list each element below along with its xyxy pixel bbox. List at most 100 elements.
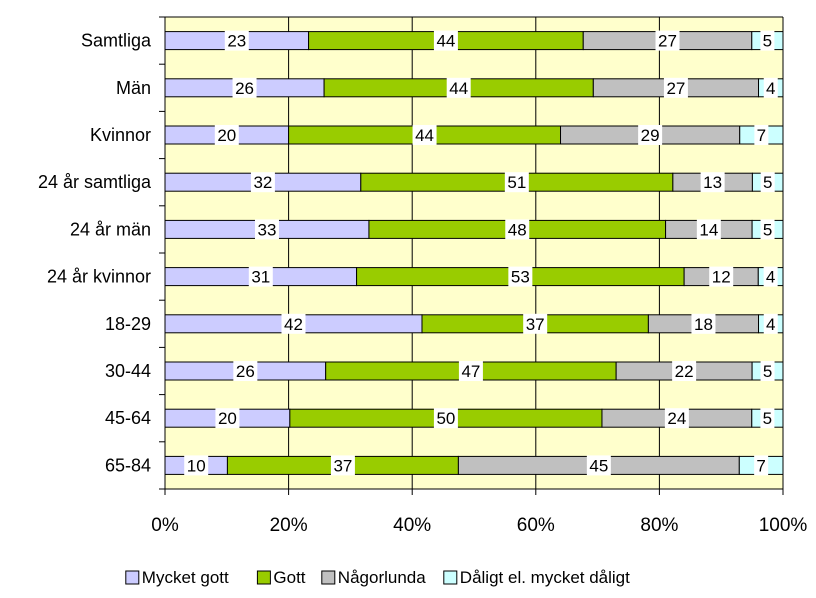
data-label: 45 xyxy=(589,456,608,475)
data-label-bg xyxy=(215,408,240,429)
data-label: 37 xyxy=(526,315,545,334)
data-label-bg xyxy=(224,30,249,51)
legend-label: Någorlunda xyxy=(338,568,426,587)
y-tick-label: 24 år samtliga xyxy=(38,172,152,192)
data-label: 20 xyxy=(217,126,236,145)
data-label-bg xyxy=(330,455,355,476)
x-tick-label: 20% xyxy=(270,515,308,536)
data-label-bg xyxy=(763,266,778,287)
data-label: 24 xyxy=(667,409,686,428)
data-label: 44 xyxy=(415,126,434,145)
data-label: 29 xyxy=(641,126,660,145)
data-label-bg xyxy=(664,408,689,429)
data-label: 27 xyxy=(666,79,685,98)
data-label: 50 xyxy=(436,409,455,428)
y-tick-label: 65-84 xyxy=(105,455,151,475)
data-label: 7 xyxy=(756,456,765,475)
data-label: 44 xyxy=(449,79,468,98)
data-label-bg xyxy=(586,455,611,476)
data-label: 33 xyxy=(258,220,277,239)
data-label: 23 xyxy=(227,32,246,51)
data-label-bg xyxy=(700,172,725,193)
x-tick-label: 0% xyxy=(151,515,179,536)
data-label-bg xyxy=(505,219,530,240)
x-tick-label: 60% xyxy=(517,515,555,536)
data-label-bg xyxy=(248,266,273,287)
x-axis: 0% 20% 40% 60% 80% 100% xyxy=(151,489,807,536)
x-tick-label: 100% xyxy=(759,515,808,536)
data-label-bg xyxy=(763,77,778,98)
legend-swatch xyxy=(443,570,458,585)
data-label: 13 xyxy=(703,173,722,192)
data-label-bg xyxy=(691,313,716,334)
data-label-bg xyxy=(233,361,258,381)
data-label: 44 xyxy=(436,32,455,51)
data-label: 5 xyxy=(763,173,772,192)
data-labels: 23 44 27 526 44 27 420 44 29 732 51 13 533 48 14 531 53 1… xyxy=(184,30,778,476)
data-label-bg xyxy=(663,77,688,98)
data-label: 10 xyxy=(187,456,206,475)
data-label-bg xyxy=(709,266,734,287)
data-label-bg xyxy=(754,125,769,145)
data-label: 31 xyxy=(251,268,270,287)
data-label-bg xyxy=(504,172,529,193)
legend-swatch xyxy=(256,570,271,585)
y-tick-label: 45-64 xyxy=(105,408,151,428)
legend-label: Gott xyxy=(273,568,305,587)
data-label: 47 xyxy=(461,362,480,381)
data-label-bg xyxy=(232,77,257,98)
x-tick-label: 40% xyxy=(393,515,431,536)
data-label: 18 xyxy=(694,315,713,334)
data-label: 14 xyxy=(699,220,718,239)
data-label: 48 xyxy=(508,220,527,239)
data-label: 4 xyxy=(766,79,775,98)
data-label-bg xyxy=(655,30,680,51)
data-label-bg xyxy=(458,361,483,381)
data-label: 7 xyxy=(757,126,766,145)
data-label-bg xyxy=(184,455,209,476)
data-label-bg xyxy=(433,408,458,429)
y-tick-label: Kvinnor xyxy=(90,125,151,145)
data-label: 53 xyxy=(511,268,530,287)
data-label: 5 xyxy=(763,362,772,381)
data-label: 42 xyxy=(284,315,303,334)
data-label: 26 xyxy=(236,362,255,381)
legend-swatch xyxy=(125,570,140,585)
data-label-bg xyxy=(763,313,778,334)
legend-label: Mycket gott xyxy=(142,568,229,587)
data-label: 22 xyxy=(675,362,694,381)
data-label-bg xyxy=(760,361,775,381)
data-label: 32 xyxy=(253,173,272,192)
x-tick-label: 80% xyxy=(640,515,678,536)
data-label-bg xyxy=(696,219,721,240)
data-label: 4 xyxy=(766,315,775,334)
y-tick-label: 24 år män xyxy=(70,219,151,239)
data-label-bg xyxy=(433,30,458,51)
data-label-bg xyxy=(446,77,471,98)
data-label: 27 xyxy=(658,32,677,51)
data-label: 5 xyxy=(763,32,772,51)
data-label: 5 xyxy=(763,409,772,428)
data-label: 4 xyxy=(766,268,775,287)
data-label-bg xyxy=(214,125,239,145)
data-label-bg xyxy=(672,361,697,381)
data-label-bg xyxy=(523,313,548,334)
data-label-bg xyxy=(760,30,775,51)
data-label: 20 xyxy=(218,409,237,428)
data-label-bg xyxy=(254,219,279,240)
data-label-bg xyxy=(760,172,775,193)
data-label: 5 xyxy=(763,220,772,239)
data-label: 51 xyxy=(507,173,526,192)
data-label-bg xyxy=(760,219,775,240)
data-label-bg xyxy=(760,408,775,429)
y-tick-label: Samtliga xyxy=(81,31,152,51)
data-label: 26 xyxy=(235,79,254,98)
y-axis: Samtliga Män Kvinnor 24 år samtliga 24 år mä… xyxy=(38,16,166,490)
legend-label: Dåligt el. mycket dåligt xyxy=(460,568,630,587)
y-tick-label: 24 år kvinnor xyxy=(47,267,151,287)
data-label: 12 xyxy=(712,268,731,287)
data-label-bg xyxy=(412,125,437,145)
y-tick-label: 18-29 xyxy=(105,314,151,334)
y-tick-label: 30-44 xyxy=(105,361,151,381)
